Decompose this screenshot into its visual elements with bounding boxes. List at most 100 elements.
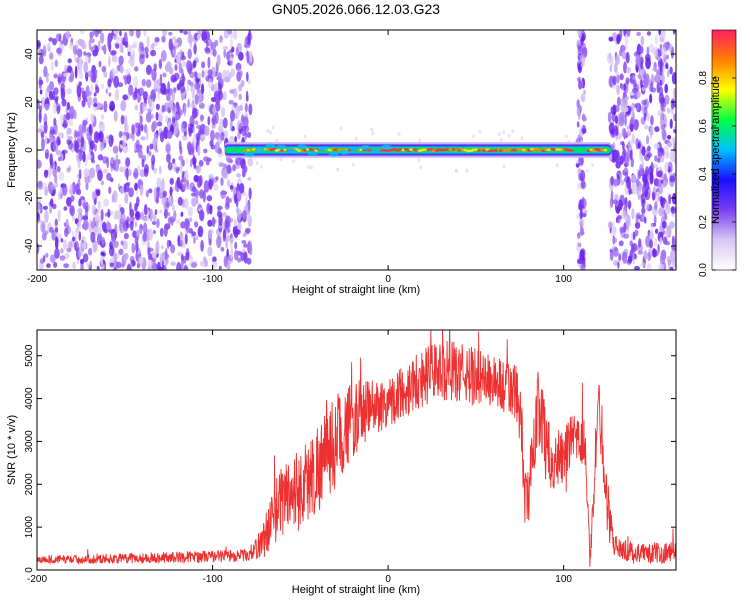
noise-mark bbox=[653, 163, 658, 169]
noise-mark bbox=[507, 133, 511, 138]
noise-mark bbox=[101, 83, 105, 90]
noise-mark bbox=[370, 127, 374, 132]
noise-mark bbox=[666, 54, 669, 60]
noise-mark bbox=[90, 46, 94, 52]
noise-mark bbox=[103, 100, 108, 113]
noise-mark bbox=[45, 252, 49, 258]
noise-mark bbox=[206, 157, 212, 162]
noise-mark bbox=[54, 236, 59, 250]
noise-mark bbox=[149, 99, 155, 111]
noise-mark bbox=[61, 98, 67, 107]
noise-mark bbox=[153, 230, 156, 235]
noise-mark bbox=[616, 206, 622, 212]
noise-mark bbox=[48, 37, 54, 42]
noise-mark bbox=[126, 264, 132, 270]
noise-mark bbox=[123, 183, 127, 194]
noise-mark bbox=[613, 259, 619, 266]
noise-mark bbox=[636, 91, 641, 99]
noise-mark bbox=[159, 73, 163, 86]
noise-mark bbox=[624, 113, 627, 127]
noise-mark bbox=[191, 197, 197, 207]
noise-mark bbox=[176, 261, 182, 270]
noise-mark bbox=[637, 212, 641, 218]
noise-mark bbox=[86, 95, 92, 107]
noise-mark bbox=[66, 224, 70, 230]
noise-mark bbox=[63, 222, 67, 227]
noise-mark bbox=[166, 153, 171, 163]
noise-mark bbox=[622, 251, 628, 264]
noise-mark bbox=[115, 43, 120, 49]
noise-mark bbox=[631, 133, 635, 144]
carrier-blob bbox=[349, 146, 360, 152]
noise-mark bbox=[196, 72, 202, 79]
noise-mark bbox=[54, 248, 60, 259]
noise-mark bbox=[80, 136, 85, 147]
noise-mark bbox=[669, 118, 673, 129]
noise-mark bbox=[247, 176, 252, 181]
noise-mark bbox=[119, 166, 125, 173]
noise-mark bbox=[158, 113, 163, 123]
noise-mark bbox=[129, 55, 133, 60]
noise-mark bbox=[98, 130, 104, 143]
noise-mark bbox=[176, 53, 181, 64]
noise-mark bbox=[102, 168, 108, 174]
noise-mark bbox=[145, 52, 149, 59]
noise-mark bbox=[79, 258, 85, 265]
carrier-blob bbox=[276, 144, 287, 150]
noise-mark bbox=[576, 241, 581, 253]
noise-mark bbox=[44, 103, 50, 110]
carrier-core bbox=[398, 148, 403, 151]
noise-mark bbox=[122, 134, 127, 147]
noise-mark bbox=[108, 229, 115, 234]
noise-mark bbox=[649, 129, 654, 136]
noise-mark bbox=[166, 61, 172, 71]
noise-mark bbox=[195, 164, 202, 174]
noise-mark bbox=[141, 159, 145, 168]
noise-mark bbox=[160, 245, 164, 250]
noise-mark bbox=[174, 64, 178, 71]
noise-mark bbox=[147, 247, 151, 257]
noise-mark bbox=[197, 143, 201, 157]
noise-mark bbox=[612, 75, 617, 86]
noise-mark bbox=[229, 38, 233, 48]
noise-mark bbox=[60, 238, 64, 243]
noise-mark bbox=[77, 38, 84, 44]
noise-mark bbox=[48, 166, 51, 179]
noise-mark bbox=[196, 124, 202, 130]
noise-mark bbox=[672, 138, 676, 152]
noise-mark bbox=[178, 140, 182, 150]
noise-mark bbox=[609, 64, 613, 73]
y-tick-label: -20 bbox=[24, 190, 35, 205]
noise-mark bbox=[669, 249, 676, 263]
noise-mark bbox=[158, 190, 164, 199]
noise-mark bbox=[74, 131, 80, 138]
noise-mark bbox=[661, 220, 667, 229]
noise-mark bbox=[172, 41, 179, 47]
noise-mark bbox=[606, 52, 613, 64]
noise-mark bbox=[82, 122, 87, 134]
noise-mark bbox=[137, 144, 143, 153]
noise-mark bbox=[194, 188, 199, 198]
noise-mark bbox=[107, 37, 111, 49]
noise-mark bbox=[187, 48, 192, 60]
noise-mark bbox=[207, 56, 211, 69]
noise-mark bbox=[65, 112, 71, 121]
noise-mark bbox=[145, 189, 149, 198]
noise-mark bbox=[146, 36, 150, 48]
noise-mark bbox=[165, 201, 170, 208]
noise-mark bbox=[49, 208, 52, 214]
noise-mark bbox=[184, 197, 189, 210]
noise-mark bbox=[621, 51, 627, 60]
noise-mark bbox=[155, 187, 160, 199]
noise-mark bbox=[201, 69, 205, 78]
carrier-core bbox=[305, 148, 310, 151]
noise-mark bbox=[78, 214, 82, 226]
noise-mark bbox=[193, 159, 196, 169]
noise-mark bbox=[200, 134, 206, 139]
noise-mark bbox=[623, 222, 627, 233]
noise-mark bbox=[624, 150, 631, 164]
noise-mark bbox=[621, 210, 627, 220]
noise-mark bbox=[656, 170, 663, 178]
noise-mark bbox=[107, 78, 112, 88]
